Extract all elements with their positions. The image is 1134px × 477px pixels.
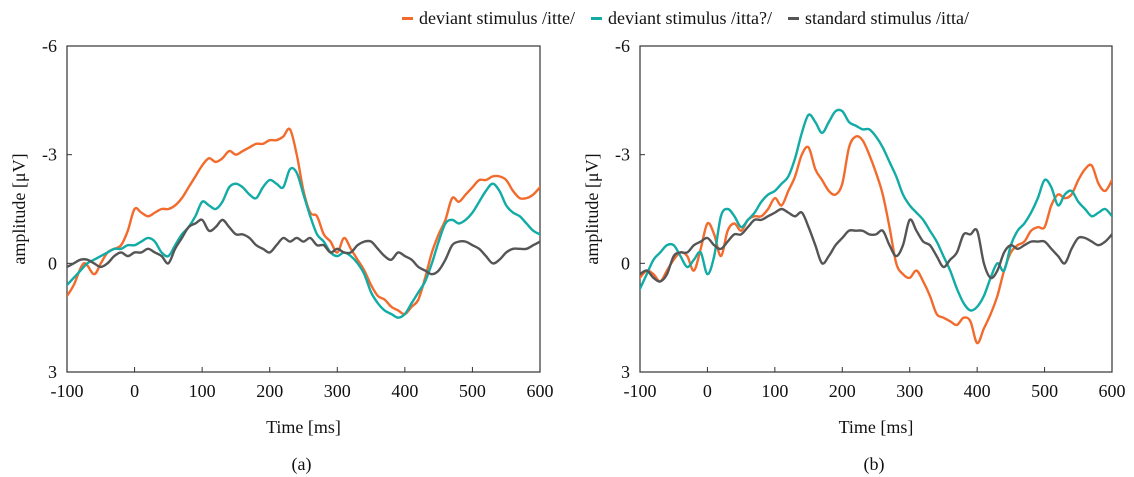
series-line-deviant-stimulus-itta [67, 166, 540, 319]
legend-item-itta-standard: standard stimulus /itta/ [787, 7, 969, 29]
panel-caption: (b) [864, 454, 885, 475]
series-line-deviant-stimulus-itte [67, 127, 540, 316]
chart-panel-a: -100 0 100 200 300 400 500 600 -6 -3 0 3 Time [ms] am… [9, 36, 554, 475]
x-axis-label: Time [ms] [266, 417, 341, 437]
x-tick-label: 500 [459, 381, 486, 401]
y-axis-label: amplitude [μV] [582, 153, 602, 264]
chart-panel-b: -100 0 100 200 300 400 500 600 -6 -3 0 3 Time [ms] am… [582, 36, 1126, 475]
legend-label-itta-standard: standard stimulus /itta/ [804, 7, 969, 28]
x-tick-label: 200 [829, 381, 856, 401]
x-tick-label: 200 [256, 381, 283, 401]
y-axis-label: amplitude [μV] [9, 153, 29, 264]
legend-item-itta-glottal: deviant stimulus /itta?/ [591, 8, 772, 29]
x-tick-label: 400 [964, 381, 991, 401]
x-axis-label: Time [ms] [839, 417, 914, 437]
x-tick-label: 500 [1031, 381, 1058, 401]
x-tick-label: 600 [1099, 381, 1126, 401]
y-tick-label: -6 [42, 36, 57, 56]
x-tick-label: 100 [761, 381, 788, 401]
x-tick-label: -100 [624, 381, 657, 401]
x-tick-label: 100 [189, 381, 216, 401]
x-tick-label: 400 [391, 381, 418, 401]
y-tick-label: 0 [48, 253, 57, 273]
y-tick-label: -3 [615, 145, 630, 165]
series-line-deviant-stimulus-itte [640, 134, 1112, 345]
legend-label-itta-glottal: deviant stimulus /itta?/ [608, 7, 772, 28]
legend: deviant stimulus /itte/ deviant stimulus… [402, 4, 985, 32]
series-line-standard-stimulus-itta [67, 218, 540, 276]
x-tick-label: -100 [51, 381, 84, 401]
legend-label-itte: deviant stimulus /itte/ [419, 7, 575, 28]
x-tick-label: 600 [527, 381, 554, 401]
x-tick-label: 300 [324, 381, 351, 401]
series-line-standard-stimulus-itta [640, 207, 1112, 283]
y-tick-label: 0 [621, 253, 630, 273]
panel-caption: (a) [292, 454, 312, 475]
y-tick-label: -3 [42, 145, 57, 165]
y-tick-label: -6 [615, 36, 630, 56]
y-tick-label: 3 [48, 362, 57, 382]
plot-frame-a [66, 45, 541, 373]
y-tick-label: 3 [621, 362, 630, 382]
series-line-deviant-stimulus-itta [640, 108, 1112, 312]
x-tick-label: 300 [896, 381, 923, 401]
x-tick-label: 0 [130, 381, 139, 401]
legend-swatch-itte [402, 16, 413, 20]
legend-item-itte: deviant stimulus /itte/ [402, 8, 575, 29]
legend-swatch-itta-glottal [591, 16, 602, 20]
legend-swatch-itta-standard [787, 16, 799, 20]
plot-frame-b [639, 45, 1113, 373]
x-tick-label: 0 [703, 381, 712, 401]
